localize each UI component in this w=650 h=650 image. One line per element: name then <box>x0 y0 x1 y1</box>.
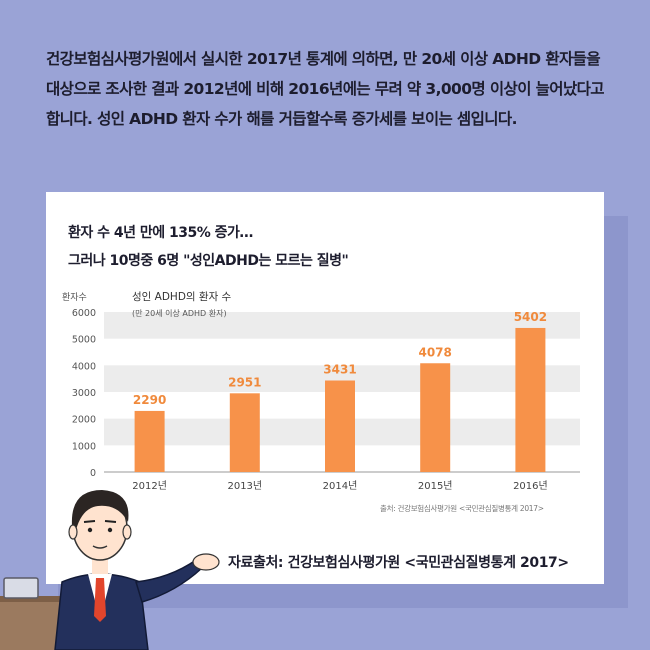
bar-value-label: 4078 <box>418 345 451 359</box>
bar <box>229 393 260 472</box>
bar <box>515 327 546 472</box>
grid-band <box>104 312 580 339</box>
pointing-arm <box>135 558 204 603</box>
card-headline-2: 그러나 10명중 6명 "성인ADHD는 모르는 질병" <box>68 253 349 269</box>
hand <box>192 553 220 571</box>
tie <box>94 578 106 622</box>
x-tick-label: 2015년 <box>418 480 453 492</box>
bar-value-label: 3431 <box>323 363 356 377</box>
intro-paragraph: 건강보험심사평가원에서 실시한 2017년 통계에 의하면, 만 20세 이상 … <box>46 50 605 128</box>
y-tick-label: 6000 <box>72 308 96 319</box>
chart-source-note: 출처: 건강보험심사평가원 <국민관심질병통계 2017> <box>380 504 544 513</box>
businessman-illustration <box>0 490 220 650</box>
hair <box>71 490 129 530</box>
bar <box>325 380 355 472</box>
x-tick-label: 2016년 <box>513 480 548 492</box>
card-headline-1: 환자 수 4년 만에 135% 증가… <box>68 225 253 241</box>
y-tick-label: 5000 <box>72 335 96 346</box>
desk-top <box>0 596 82 602</box>
y-tick-label: 0 <box>90 468 96 479</box>
laptop-icon <box>3 577 39 599</box>
y-axis-label: 환자수 <box>62 291 87 303</box>
x-tick-label: 2013년 <box>227 480 262 492</box>
bar-value-label: 2951 <box>228 375 261 389</box>
y-tick-label: 4000 <box>72 361 96 372</box>
bar <box>420 363 451 472</box>
y-tick-label: 3000 <box>72 388 96 399</box>
chart-subtitle: (만 20세 이상 ADHD 환자) <box>132 308 227 318</box>
x-tick-label: 2012년 <box>132 480 167 492</box>
footer-source: 자료출처: 건강보험심사평가원 <국민관심질병통계 2017> <box>228 555 569 571</box>
chart-title: 성인 ADHD의 환자 수 <box>132 291 232 303</box>
bar-value-label: 5402 <box>514 310 547 324</box>
bar-value-label: 2290 <box>133 393 166 407</box>
y-tick-label: 2000 <box>72 415 96 426</box>
x-tick-label: 2014년 <box>323 480 358 492</box>
y-tick-label: 1000 <box>72 441 96 452</box>
bar <box>134 410 165 472</box>
